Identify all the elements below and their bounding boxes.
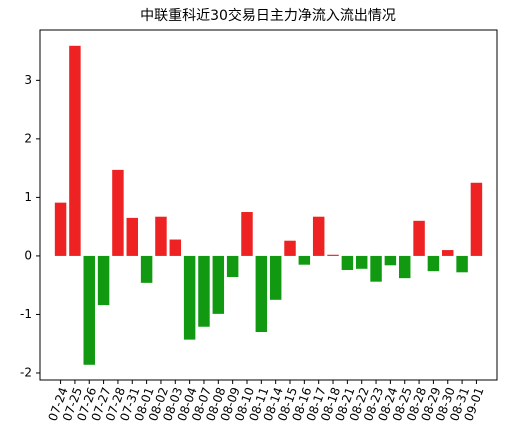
bar (83, 255, 95, 365)
bar (327, 254, 339, 256)
bar (212, 255, 225, 314)
bar (470, 182, 483, 256)
bar (112, 169, 124, 256)
bar (97, 255, 110, 306)
bar (155, 216, 167, 256)
bar (398, 255, 411, 279)
bar (312, 216, 325, 256)
plot-frame (39, 29, 498, 381)
bar (427, 255, 440, 272)
bar (255, 255, 268, 333)
bar (442, 250, 454, 256)
bar (355, 255, 368, 269)
bar (269, 255, 282, 300)
bar (413, 220, 425, 256)
chart-title: 中联重科近30交易日主力净流入流出情况 (140, 7, 396, 24)
bar (284, 240, 296, 256)
bar (183, 255, 196, 340)
y-tick-label: 1 (24, 190, 32, 204)
bar (198, 255, 210, 327)
y-tick-label: 2 (24, 131, 32, 145)
bar (126, 217, 139, 256)
bar (54, 202, 67, 256)
bar (226, 255, 239, 277)
y-tick-label: 3 (24, 73, 32, 87)
bar (140, 255, 153, 283)
y-tick-label: -2 (20, 365, 32, 379)
bar (341, 255, 354, 270)
bar (384, 255, 397, 266)
y-tick-label: 0 (24, 248, 32, 262)
bar (241, 212, 253, 256)
y-tick-label: -1 (20, 307, 32, 321)
bar (456, 255, 468, 273)
bar (370, 255, 382, 282)
bar (69, 45, 81, 256)
bar (298, 255, 311, 265)
bar (169, 239, 182, 256)
